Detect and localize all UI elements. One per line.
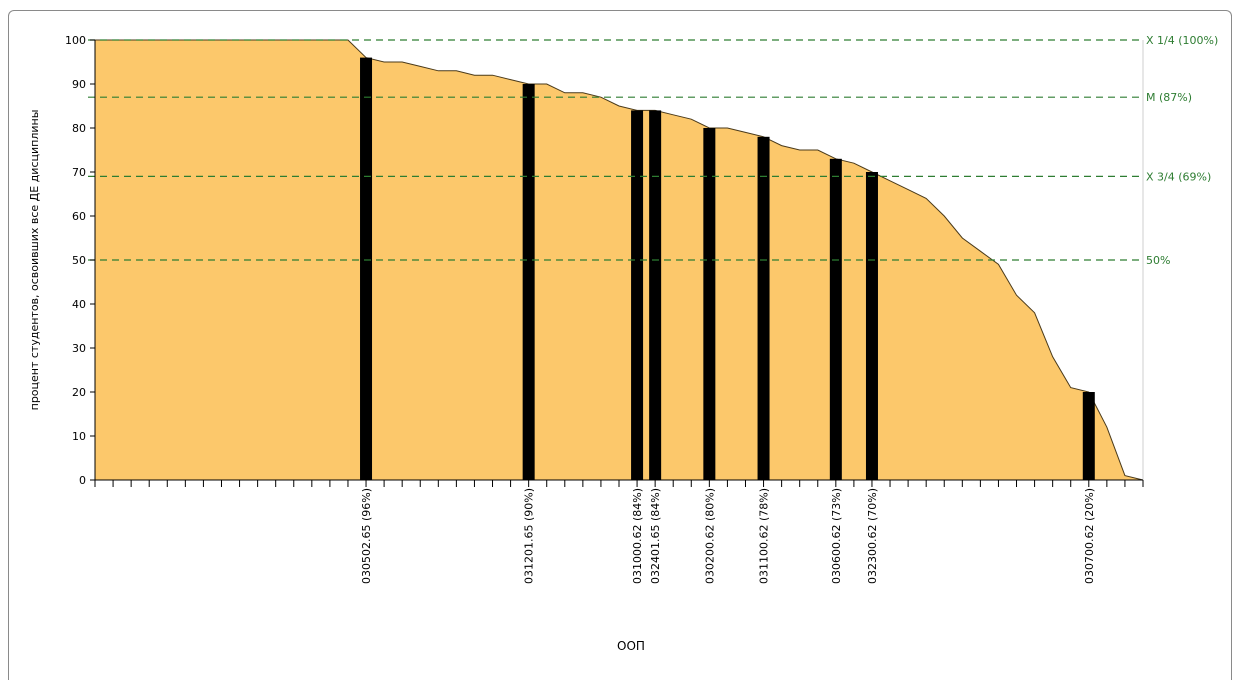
- x-axis-title: ООП: [617, 639, 645, 653]
- reference-label-0: X 1/4 (100%): [1146, 34, 1218, 47]
- highlight-bar-6: [829, 158, 842, 481]
- highlight-bar-4: [703, 128, 716, 480]
- x-tick-label-1: 031201.65 (90%): [523, 488, 536, 584]
- highlight-bar-0: [360, 57, 373, 480]
- y-tick-label-6: 60: [72, 210, 86, 223]
- axes: 030502.65 (96%) 031201.65 (90%) 031000.62 …: [65, 34, 1144, 584]
- x-tick-label-4: 030200.62 (80%): [703, 488, 716, 584]
- x-tick-label-8: 030700.62 (20%): [1083, 488, 1096, 584]
- y-tick-label-2: 20: [72, 386, 86, 399]
- y-tick-label-7: 70: [72, 166, 86, 179]
- x-tick-label-2: 031000.62 (84%): [631, 488, 644, 584]
- y-tick-label-8: 80: [72, 122, 86, 135]
- y-tick-label-9: 90: [72, 78, 86, 91]
- highlight-bar-1: [522, 84, 535, 480]
- highlight-bar-3: [649, 110, 662, 481]
- x-tick-label-7: 032300.62 (70%): [866, 488, 879, 584]
- chart-frame: [8, 10, 1232, 680]
- reference-label-3: 50%: [1146, 254, 1170, 267]
- y-tick-label-0: 0: [79, 474, 86, 487]
- y-axis-title: процент студентов, освоивших все ДЕ дисц…: [28, 110, 41, 411]
- x-tick-label-3: 032401.65 (84%): [649, 488, 662, 584]
- y-tick-label-1: 10: [72, 430, 86, 443]
- y-tick-label-5: 50: [72, 254, 86, 267]
- highlight-bar-5: [757, 136, 770, 481]
- x-tick-label-5: 031100.62 (78%): [758, 488, 771, 584]
- highlight-bars: [360, 57, 1095, 481]
- x-tick-label-0: 030502.65 (96%): [360, 488, 373, 584]
- highlight-bar-2: [631, 110, 644, 481]
- y-tick-label-3: 30: [72, 342, 86, 355]
- reference-label-1: M (87%): [1146, 91, 1192, 104]
- y-tick-label-4: 40: [72, 298, 86, 311]
- highlight-bar-7: [865, 172, 878, 480]
- reference-lines: X 1/4 (100%) M (87%) X 3/4 (69%) 50%: [88, 34, 1218, 267]
- x-tick-label-6: 030600.62 (73%): [830, 488, 843, 584]
- reference-label-2: X 3/4 (69%): [1146, 170, 1211, 183]
- highlight-bar-8: [1082, 392, 1095, 480]
- y-tick-label-10: 100: [65, 34, 86, 47]
